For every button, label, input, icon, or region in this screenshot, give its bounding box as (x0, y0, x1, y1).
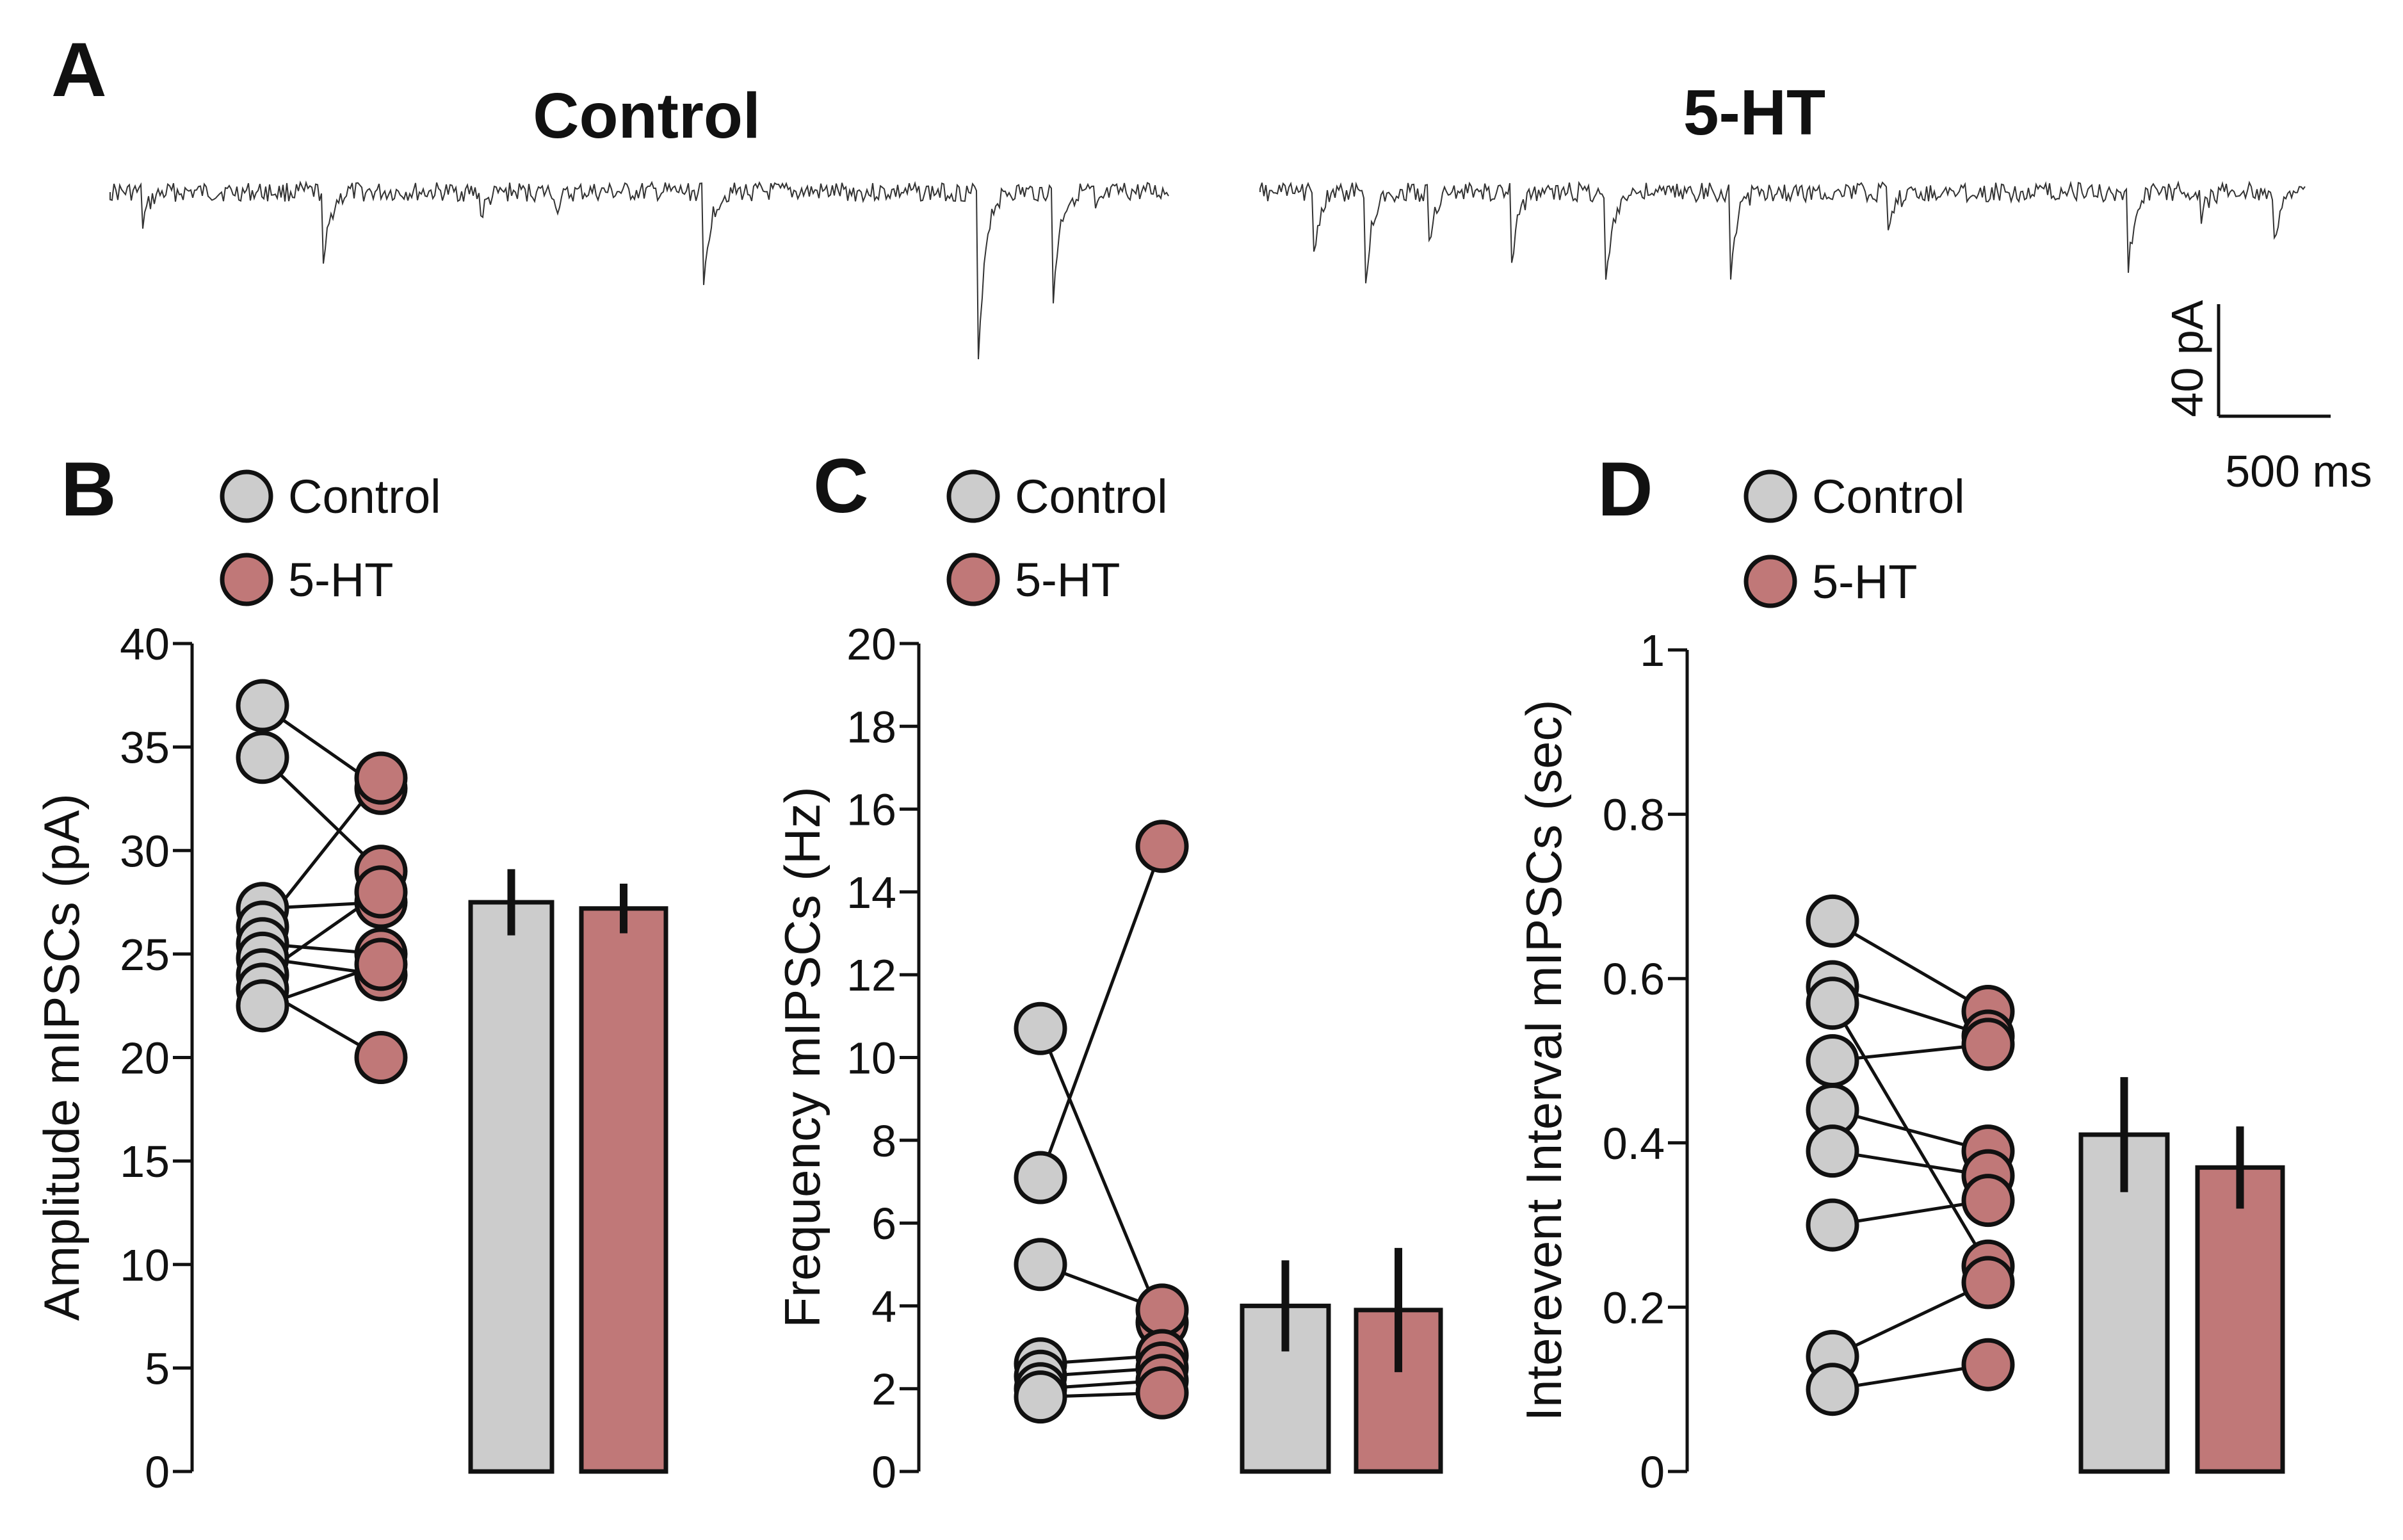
y-tick-label: 40 (120, 619, 170, 669)
legend-control-label: Control (1812, 470, 1965, 523)
scale-bar-horizontal-label: 500 ms (2225, 446, 2372, 496)
serotonin-point (1961, 1256, 2015, 1309)
y-tick-label: 0.6 (1603, 954, 1665, 1004)
y-tick-label: 16 (846, 785, 896, 835)
legend-control-label: Control (288, 470, 441, 523)
control-point (1806, 1034, 1859, 1087)
legend-serotonin-marker (220, 553, 273, 606)
y-tick-label: 5 (145, 1343, 170, 1393)
y-tick-label: 0.8 (1603, 790, 1665, 840)
y-tick-label: 25 (120, 930, 170, 980)
serotonin-point (1961, 1338, 2015, 1391)
y-tick-label: 0 (145, 1447, 170, 1497)
control-point (1806, 1124, 1859, 1178)
serotonin-point (354, 1031, 408, 1084)
legend-control-marker (946, 469, 1000, 523)
y-tick-label: 2 (871, 1365, 896, 1414)
y-tick-label: 4 (871, 1281, 896, 1331)
control-point (1806, 1363, 1859, 1416)
panel-b: 0 5 10 15 20 25 30 35 40 Amplitude mIPSCs (pA) Con… (33, 469, 668, 1497)
serotonin-bar (2195, 1165, 2285, 1474)
y-tick-label: 35 (120, 723, 170, 773)
control-point (236, 731, 289, 784)
y-tick-label: 20 (120, 1033, 170, 1083)
serotonin-trace (1259, 180, 2306, 284)
legend-serotonin-label: 5-HT (288, 553, 393, 606)
serotonin-point (1961, 1017, 2015, 1071)
pair-line (1831, 1002, 1990, 1267)
pair-line (1831, 1281, 1989, 1358)
control-point (236, 679, 289, 733)
serotonin-point (354, 937, 408, 991)
serotonin-point (354, 865, 408, 919)
control-point (1014, 1001, 1067, 1055)
pair-line (1832, 1108, 1989, 1153)
y-axis-title: Frequency mIPSCs (Hz) (774, 786, 830, 1327)
panel-b-letter: B (61, 446, 117, 532)
control-bar (468, 900, 554, 1474)
control-trace-title: Control (533, 80, 760, 152)
y-tick-label: 12 (846, 950, 896, 1000)
legend-serotonin-marker (1744, 555, 1797, 608)
legend-control-marker (220, 469, 273, 523)
y-tick-label: 8 (871, 1116, 896, 1166)
y-tick-label: 1 (1640, 626, 1665, 676)
serotonin-trace-title: 5-HT (1683, 77, 1825, 149)
pair-line (1831, 920, 1989, 1013)
panel-d-letter: D (1598, 446, 1653, 532)
pair-line (1832, 985, 1989, 1038)
control-trace (109, 180, 1169, 360)
pair-line (1039, 1028, 1164, 1324)
serotonin-point (354, 751, 408, 805)
control-point (1014, 1151, 1067, 1204)
legend-serotonin-label: 5-HT (1812, 555, 1917, 608)
y-tick-label: 18 (846, 702, 896, 752)
panel-c-letter: C (813, 443, 869, 529)
y-axis-title: Amplitude mIPSCs (pA) (33, 793, 90, 1321)
control-point (1014, 1370, 1067, 1424)
legend-serotonin-marker (946, 553, 1000, 606)
control-point (1806, 894, 1859, 948)
panel-d: 0 0.2 0.4 0.6 0.8 1 Interevent Interval mIPSCs… (1516, 469, 2285, 1497)
scale-bar-vertical-label: 40 pA (2162, 300, 2212, 417)
control-point (236, 979, 289, 1033)
y-tick-label: 14 (846, 868, 896, 918)
y-tick-label: 6 (871, 1199, 896, 1249)
control-point (1014, 1238, 1067, 1292)
control-point (1806, 1198, 1859, 1252)
legend-serotonin-label: 5-HT (1015, 553, 1120, 606)
y-tick-label: 10 (846, 1033, 896, 1083)
serotonin-point (1961, 1174, 2015, 1228)
y-tick-label: 0 (1640, 1447, 1665, 1497)
y-tick-label: 10 (120, 1240, 170, 1290)
control-point (1806, 977, 1859, 1030)
pair-line (1039, 845, 1164, 1178)
serotonin-point (1135, 1283, 1189, 1337)
panel-a-letter: A (51, 27, 107, 113)
y-tick-label: 15 (120, 1137, 170, 1187)
y-tick-label: 30 (120, 826, 170, 876)
y-tick-label: 0.4 (1603, 1119, 1665, 1169)
pair-line (261, 756, 382, 873)
legend-control-marker (1744, 469, 1797, 523)
serotonin-point (1135, 1366, 1189, 1420)
panel-c: 0 2 4 6 8 10 12 14 16 18 20 Frequency mIPSCs (Hz) Co… (774, 469, 1443, 1497)
serotonin-bar (579, 906, 668, 1474)
y-tick-label: 0 (871, 1447, 896, 1497)
control-bar (1240, 1303, 1331, 1474)
y-axis-title: Interevent Interval mIPSCs (sec) (1516, 699, 1572, 1421)
y-tick-label: 20 (846, 619, 896, 669)
serotonin-point (1135, 820, 1189, 873)
y-tick-label: 0.2 (1603, 1283, 1665, 1333)
legend-control-label: Control (1015, 470, 1168, 523)
